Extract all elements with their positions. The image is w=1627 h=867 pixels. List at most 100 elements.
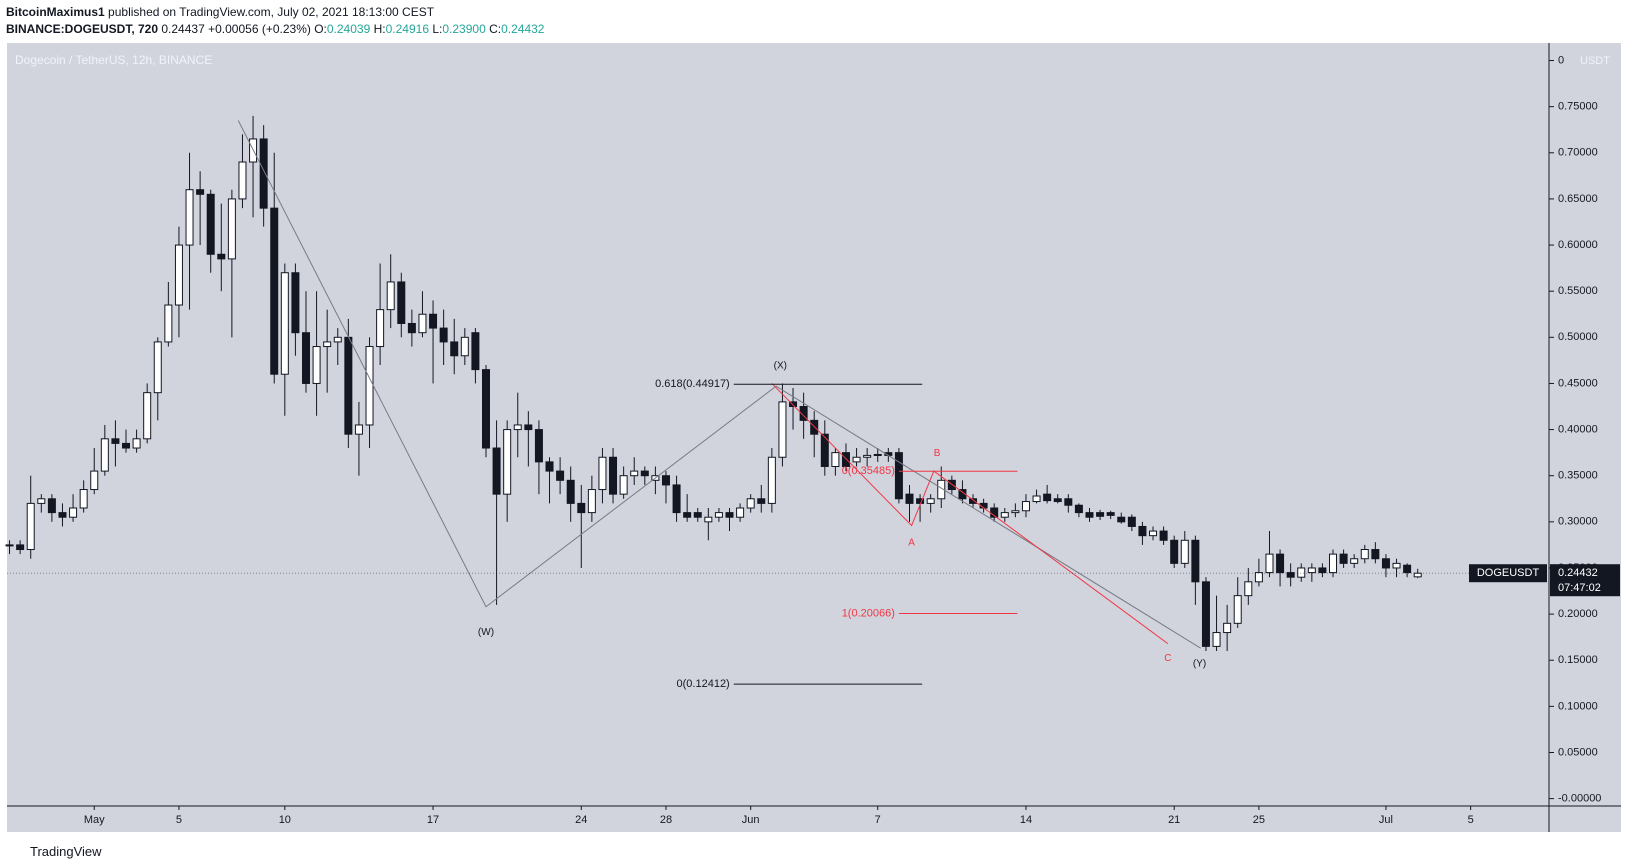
candle-body — [1201, 581, 1210, 647]
candle-body — [1191, 539, 1200, 583]
y-tick-label: 0.50000 — [1558, 331, 1598, 343]
candle-body — [1307, 567, 1316, 574]
candle-body — [746, 498, 755, 509]
candle-body — [1276, 553, 1285, 574]
candle-body — [1053, 498, 1062, 503]
y-tick-label: 0.30000 — [1558, 516, 1598, 528]
wave-label: (Y) — [1193, 659, 1206, 670]
x-tick-label: 5 — [1468, 814, 1474, 826]
fib-label: 0(0.35485) — [842, 465, 895, 477]
candle-body — [301, 332, 310, 384]
candle-body — [450, 341, 459, 357]
candle-body — [174, 244, 183, 306]
candle-body — [1286, 572, 1295, 578]
candle-body — [439, 327, 448, 343]
candle-body — [1032, 495, 1041, 503]
candle-body — [429, 313, 438, 329]
candle-body — [460, 336, 469, 357]
candle-body — [280, 272, 289, 375]
candle-body — [312, 346, 321, 384]
y-tick-label: 0.15000 — [1558, 654, 1598, 666]
symbol: BINANCE:DOGEUSDT, 720 — [6, 22, 159, 36]
candle-body — [894, 452, 903, 500]
candle-body — [206, 193, 215, 255]
candle-body — [1223, 622, 1232, 634]
plot-area — [7, 43, 1549, 806]
candle-body — [1371, 549, 1380, 560]
x-tick-label: 24 — [575, 814, 587, 826]
candle-body — [58, 512, 67, 518]
y-tick-label: 0.60000 — [1558, 239, 1598, 251]
candle-body — [227, 198, 236, 260]
candle-body — [1350, 558, 1359, 564]
candle-body — [1381, 558, 1390, 569]
candle-body — [810, 419, 819, 435]
candle-body — [386, 281, 395, 311]
x-tick-label: 28 — [660, 814, 672, 826]
candle-body — [873, 453, 882, 456]
candle-body — [196, 189, 205, 195]
wave-label: A — [908, 538, 915, 549]
x-tick-label: Jun — [742, 814, 760, 826]
candle-body — [725, 512, 734, 518]
candle-body — [407, 322, 416, 334]
candle-body — [1127, 516, 1136, 527]
candle-body — [418, 313, 427, 334]
candle-body — [630, 470, 639, 477]
candle-body — [1170, 539, 1179, 564]
y-tick-label: 0.35000 — [1558, 470, 1598, 482]
wave-label: C — [1164, 653, 1171, 664]
ohlc-key: H: — [373, 22, 386, 36]
candle-body — [1180, 539, 1189, 564]
candle-body — [481, 369, 490, 449]
candle-body — [185, 189, 194, 246]
candle-body — [397, 281, 406, 324]
y-tick-label: 0.75000 — [1558, 101, 1598, 113]
candle-body — [609, 456, 618, 495]
candle-body — [1329, 553, 1338, 574]
candle-body — [1254, 572, 1263, 583]
candle-body — [905, 493, 914, 504]
candle-body — [789, 401, 798, 408]
candle-body — [556, 470, 565, 481]
price-tag-countdown: 07:47:02 — [1558, 582, 1601, 594]
fib-label: 0.618(0.44917) — [655, 378, 730, 390]
x-tick-label: 5 — [176, 814, 182, 826]
candle-body — [37, 498, 46, 504]
candle-body — [1117, 516, 1126, 523]
x-tick-label: 7 — [875, 814, 881, 826]
candle-body — [1413, 572, 1422, 578]
candle-body — [1318, 567, 1327, 574]
candle-body — [545, 461, 554, 472]
price-tag — [1550, 564, 1620, 597]
candle-body — [5, 544, 14, 547]
candle-body — [1021, 501, 1030, 512]
candle-body — [852, 456, 861, 463]
candle-body — [153, 341, 162, 394]
candle-body — [1212, 632, 1221, 647]
candle-body — [238, 161, 247, 200]
candle-body — [111, 438, 120, 444]
candle-body — [217, 253, 226, 260]
candle-body — [503, 429, 512, 495]
chart-title: Dogecoin / TetherUS, 12h, BINANCE — [15, 53, 212, 67]
candle-body — [1244, 581, 1253, 597]
publish-line: BitcoinMaximus1 published on TradingView… — [6, 4, 544, 21]
candle-body — [1096, 512, 1105, 517]
x-tick-label: 17 — [427, 814, 439, 826]
candle-body — [1265, 553, 1274, 574]
candle-body — [1149, 530, 1158, 537]
price-tag-value: 0.24432 — [1558, 567, 1598, 579]
candle-body — [863, 454, 872, 458]
candle-body — [693, 512, 702, 518]
candle-body — [714, 512, 723, 518]
candle-body — [1233, 595, 1242, 624]
candle-body — [1000, 512, 1009, 518]
ohlc-key: L: — [432, 22, 443, 36]
symbol-tag-text: DOGEUSDT — [1477, 567, 1540, 579]
publisher: BitcoinMaximus1 — [6, 5, 105, 19]
change: +0.00056 (+0.23%) — [208, 22, 311, 36]
candle-body — [47, 498, 56, 514]
x-tick-label: 14 — [1020, 814, 1032, 826]
